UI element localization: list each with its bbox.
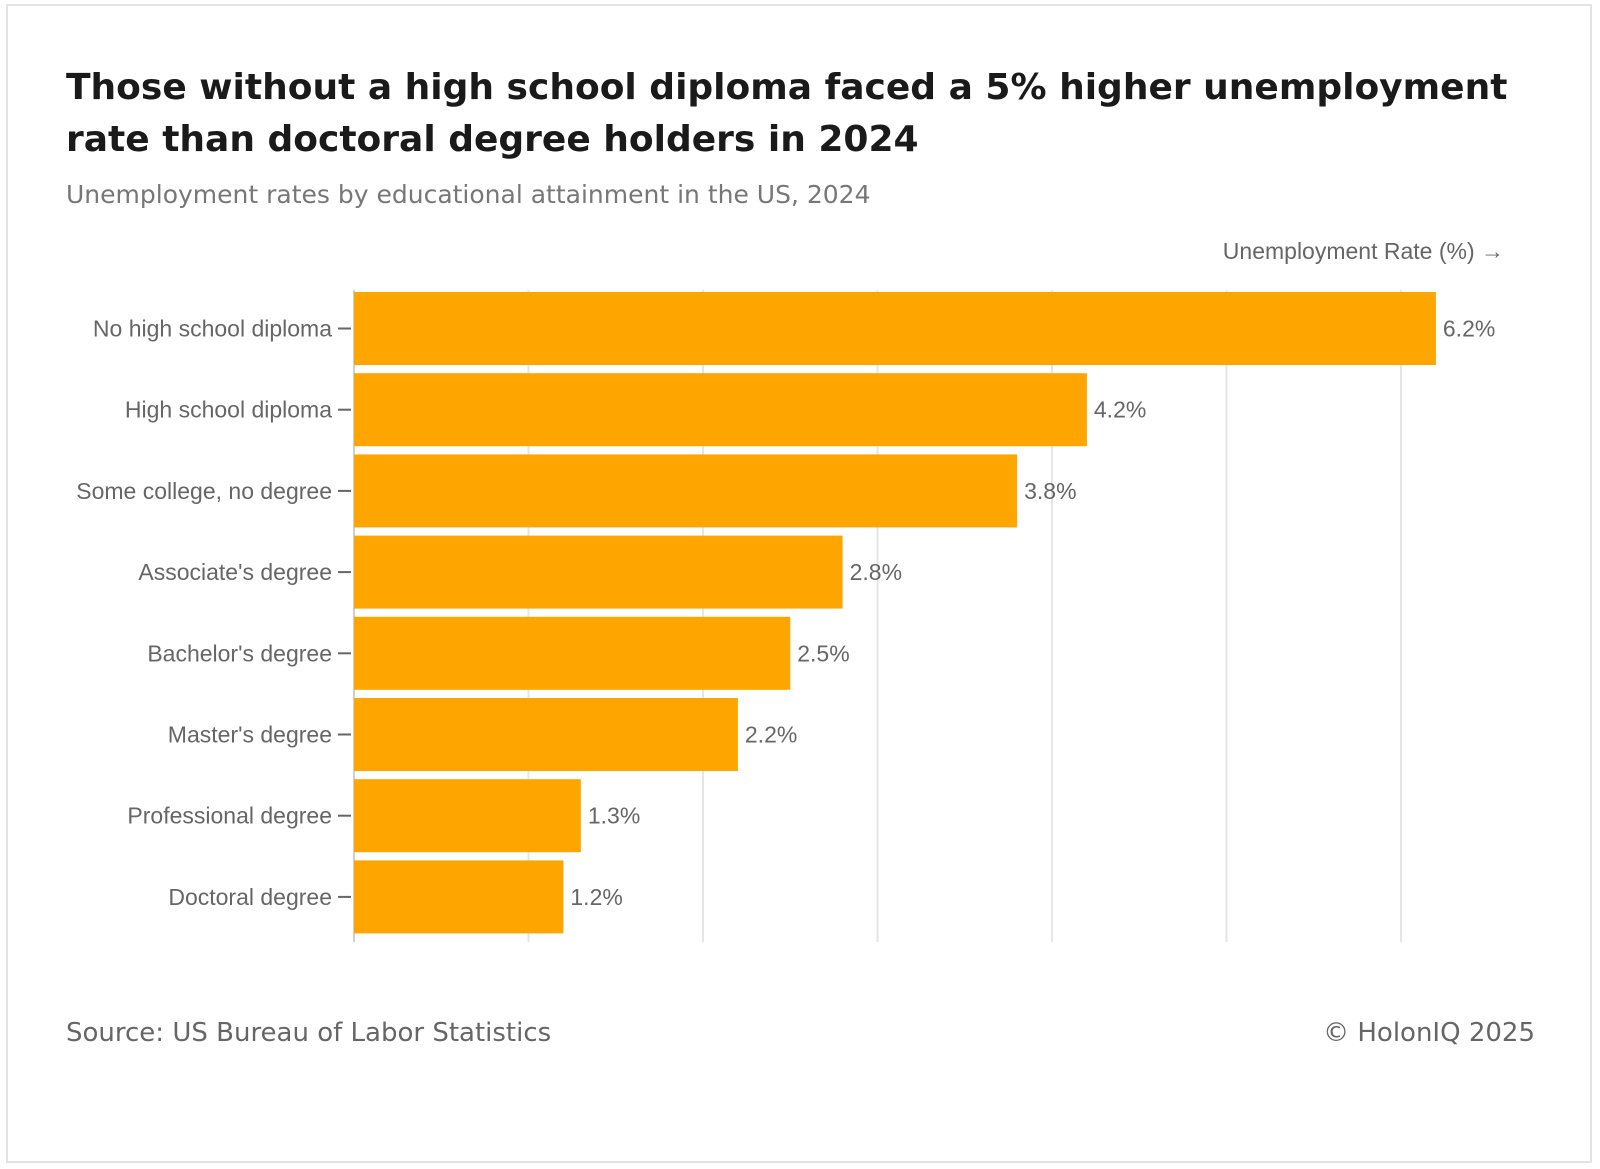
bar-1 <box>354 373 1087 447</box>
category-label: Associate's degree <box>138 559 332 585</box>
bar-2 <box>354 454 1018 528</box>
value-labels: 6.2% 4.2% 3.8% 2.8% 2.5% 2.2% 1.3% 1.2% <box>570 316 1495 910</box>
category-label: High school diploma <box>125 397 332 423</box>
bar-6 <box>354 779 581 853</box>
bar-chart: Unemployment Rate (%) → No high school d… <box>76 238 1504 942</box>
category-label: Professional degree <box>127 803 332 829</box>
category-label: No high school diploma <box>93 316 332 342</box>
value-label: 4.2% <box>1094 397 1146 423</box>
category-label: Bachelor's degree <box>147 640 332 666</box>
bar-5 <box>354 698 738 771</box>
value-label: 3.8% <box>1024 478 1076 504</box>
category-label: Master's degree <box>168 722 332 748</box>
bar-7 <box>354 860 564 934</box>
chart-title: Those without a high school diploma face… <box>66 67 1508 160</box>
x-axis-title: Unemployment Rate (%) → <box>1223 238 1504 264</box>
bar-4 <box>354 616 791 690</box>
source-note: Source: US Bureau of Labor Statistics <box>66 1018 552 1048</box>
category-labels: No high school diploma High school diplom… <box>76 316 351 910</box>
chart-card: Those without a high school diploma face… <box>6 4 1592 1163</box>
value-label: 6.2% <box>1443 316 1495 342</box>
bars <box>354 292 1436 934</box>
value-label: 1.3% <box>588 803 640 829</box>
bar-0 <box>354 292 1436 365</box>
copyright-note: © HolonIQ 2025 <box>1323 1018 1535 1048</box>
value-label: 2.5% <box>797 640 849 666</box>
bar-3 <box>354 535 843 609</box>
category-label: Doctoral degree <box>168 884 332 910</box>
category-label: Some college, no degree <box>76 478 332 504</box>
value-label: 2.8% <box>850 559 902 585</box>
value-label: 2.2% <box>745 722 797 748</box>
value-label: 1.2% <box>570 884 622 910</box>
chart-subtitle: Unemployment rates by educational attain… <box>66 180 871 209</box>
